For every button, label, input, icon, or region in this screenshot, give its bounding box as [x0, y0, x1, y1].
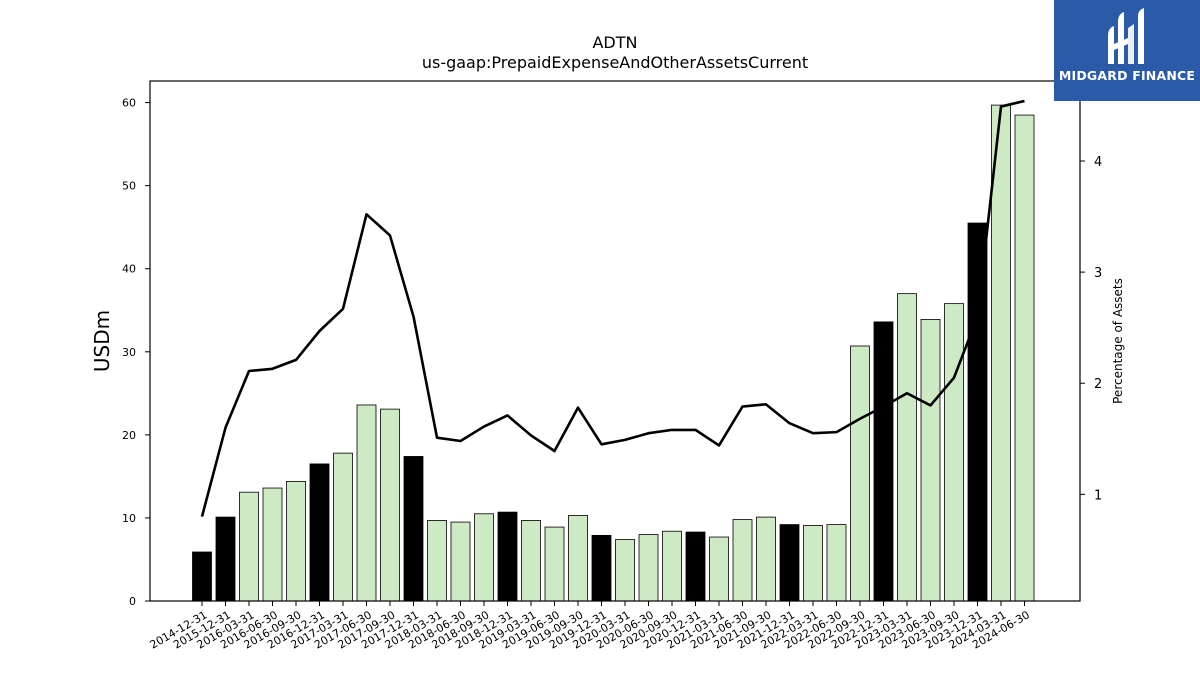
bar: [309, 463, 330, 602]
bar: [897, 293, 917, 602]
bar: [826, 524, 847, 602]
bar: [591, 534, 612, 602]
bar: [944, 303, 964, 602]
bar: [544, 526, 565, 602]
bar: [521, 520, 541, 602]
bar: [873, 321, 894, 602]
bar: [403, 456, 424, 602]
bar: [991, 104, 1011, 602]
bar: [732, 519, 753, 602]
bar: [356, 404, 377, 602]
chart-title: ADTN: [592, 33, 637, 52]
bar: [333, 452, 353, 602]
y-axis-left-label: USDm: [90, 310, 114, 372]
bar: [779, 524, 800, 602]
y-tick-label-left: 20: [122, 429, 136, 442]
bar: [427, 520, 447, 602]
bar-series: [192, 104, 1035, 602]
brand-logo: MIDGARD FINANCE: [1054, 0, 1200, 101]
bar: [1014, 114, 1035, 602]
bar: [756, 516, 776, 602]
bar: [638, 534, 659, 602]
chart-subtitle: us-gaap:PrepaidExpenseAndOtherAssetsCurr…: [422, 53, 808, 72]
plot-frame: [149, 80, 1081, 602]
logo-text: MIDGARD FINANCE: [1058, 68, 1196, 83]
y-tick-label-left: 10: [122, 512, 136, 525]
bar: [380, 408, 400, 602]
y-tick-label-left: 60: [122, 97, 136, 110]
y-axis-right-label: Percentage of Assets: [1111, 278, 1125, 404]
bar: [685, 531, 706, 602]
y-tick-label-left: 0: [129, 595, 136, 608]
y-tick-label-left: 30: [122, 346, 136, 359]
bar: [967, 222, 988, 602]
bar: [615, 539, 635, 602]
bar: [709, 536, 729, 602]
bar: [215, 516, 236, 602]
bar: [662, 530, 682, 602]
bar: [192, 551, 212, 602]
bar: [568, 515, 588, 602]
y-tick-label-right: 2: [1094, 377, 1102, 392]
y-tick-label-right: 4: [1094, 155, 1102, 170]
y-axis-right: 1 2 3 4: [1080, 155, 1102, 503]
bar: [286, 480, 306, 602]
bar: [450, 521, 471, 602]
line-series: [200, 99, 1025, 517]
bar: [920, 319, 941, 602]
midgard-logo-icon: [1108, 8, 1144, 64]
bar: [497, 511, 518, 602]
y-tick-label-right: 1: [1094, 488, 1102, 503]
percentage-line: [200, 99, 1025, 517]
bar: [239, 491, 259, 602]
bar: [262, 487, 283, 602]
y-axis-left: 0 10 20 30 40 50 60: [122, 97, 150, 608]
bar: [850, 345, 870, 602]
y-tick-label-left: 40: [122, 263, 136, 276]
bar: [474, 513, 494, 602]
x-axis: 2014-12-312015-12-312016-03-312016-06-30…: [148, 601, 1032, 652]
y-tick-label-left: 50: [122, 180, 136, 193]
y-tick-label-right: 3: [1094, 266, 1102, 281]
bar: [803, 525, 823, 602]
